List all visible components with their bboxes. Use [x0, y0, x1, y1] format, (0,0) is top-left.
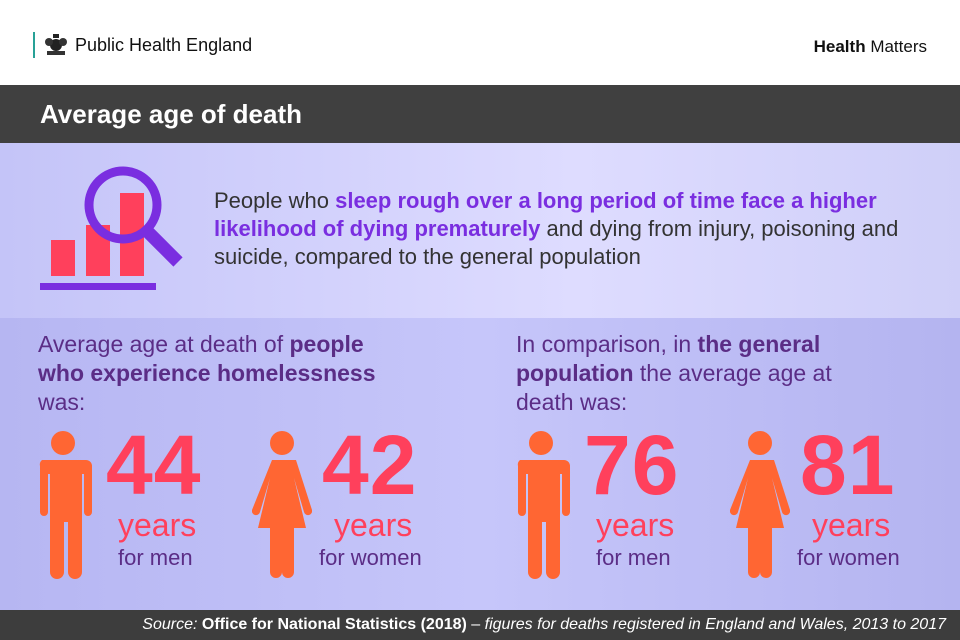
health-matters-brand: Health Matters — [813, 37, 927, 56]
stat-label: for women — [319, 545, 422, 570]
stats-panel: Average age at death of people who exper… — [0, 318, 960, 610]
stat-value: 81 — [800, 418, 896, 512]
woman-icon — [252, 431, 312, 578]
stat-value: 44 — [106, 418, 202, 512]
man-icon — [39, 431, 92, 579]
title-bar: Average age of death — [0, 85, 960, 143]
stat-label: for men — [596, 545, 671, 570]
man-icon — [517, 431, 570, 579]
page-title: Average age of death — [40, 99, 303, 129]
general-lead: In comparison, in the general population… — [516, 331, 832, 415]
stat-unit: years — [118, 507, 197, 543]
stat-unit: years — [596, 507, 675, 543]
source-footer: Source: Office for National Statistics (… — [0, 610, 960, 640]
stat-value: 76 — [584, 418, 680, 512]
woman-icon — [730, 431, 790, 578]
stat-label: for women — [797, 545, 900, 570]
stat-label: for men — [118, 545, 193, 570]
stat-value: 42 — [322, 418, 418, 512]
royal-crest-icon — [45, 34, 67, 55]
stat-unit: years — [334, 507, 413, 543]
intro-panel: People who sleep rough over a long perio… — [0, 143, 960, 318]
header: Public Health England Health Matters — [0, 0, 960, 85]
homeless-lead: Average age at death of people who exper… — [38, 331, 376, 415]
phe-logo: Public Health England — [33, 32, 252, 58]
stat-unit: years — [812, 507, 891, 543]
org-name: Public Health England — [75, 34, 253, 55]
intro-text: People who sleep rough over a long perio… — [214, 188, 899, 269]
magnifier-chart-icon — [40, 166, 183, 290]
